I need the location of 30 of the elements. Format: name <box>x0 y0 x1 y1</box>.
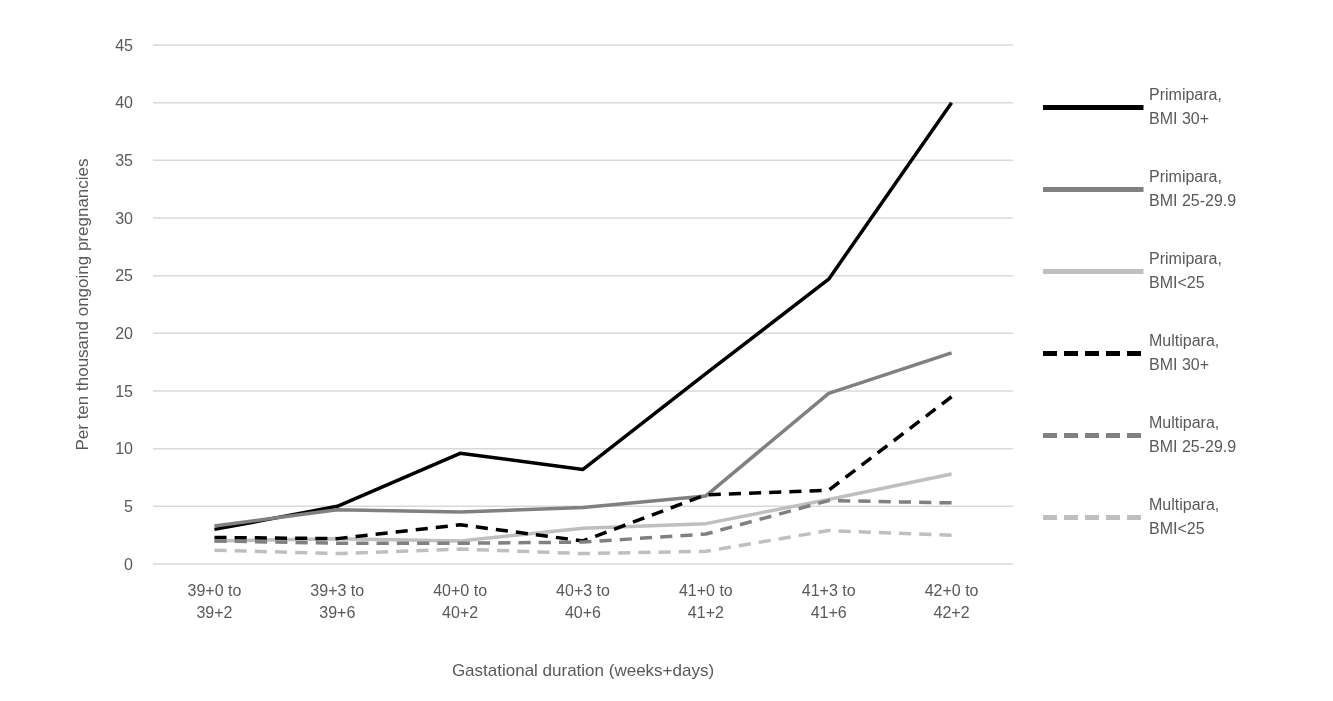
line-series <box>212 351 954 528</box>
x-tick-label: 41+3 to 41+6 <box>801 582 856 622</box>
x-tick-label: 40+0 to 40+2 <box>433 582 488 622</box>
line-series <box>212 395 954 543</box>
y-tick-label: 35 <box>115 151 134 169</box>
y-tick-label: 45 <box>115 36 134 54</box>
line-series <box>212 528 954 556</box>
legend-label: Multipara, BMI<25 <box>1149 495 1220 537</box>
x-axis-title: Gastational duration (weeks+days) <box>451 661 715 680</box>
x-tick-label: 42+0 to 42+2 <box>924 582 979 622</box>
y-tick-label: 30 <box>115 209 134 227</box>
x-tick-label: 39+3 to 39+6 <box>310 582 365 622</box>
legend-label: Multipara, BMI 25-29.9 <box>1149 413 1237 455</box>
y-tick-label: 0 <box>124 555 134 573</box>
x-tick-label: 39+0 to 39+2 <box>187 582 242 622</box>
y-tick-label: 5 <box>124 497 134 515</box>
y-axis-title: Per ten thousand ongoing pregnancies <box>73 158 92 451</box>
legend-label: Primipara, BMI<25 <box>1149 249 1222 291</box>
x-tick-label: 41+0 to 41+2 <box>678 582 733 622</box>
line-series <box>212 498 954 545</box>
legend-label: Primipara, BMI 25-29.9 <box>1149 167 1237 209</box>
y-tick-label: 40 <box>115 94 134 112</box>
legend-label: Primipara, BMI 30+ <box>1149 85 1222 127</box>
x-tick-label: 40+3 to 40+6 <box>556 582 611 622</box>
y-tick-label: 10 <box>115 440 134 458</box>
line-series <box>212 100 954 532</box>
legend-label: Multipara, BMI 30+ <box>1149 331 1220 373</box>
y-tick-label: 15 <box>115 382 134 400</box>
y-tick-label: 25 <box>115 267 134 285</box>
y-tick-label: 20 <box>115 324 134 342</box>
